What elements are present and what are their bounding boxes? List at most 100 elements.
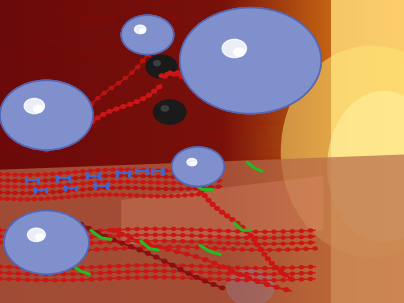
Circle shape	[194, 83, 199, 87]
Circle shape	[90, 102, 94, 105]
Circle shape	[156, 245, 160, 249]
Circle shape	[239, 109, 244, 113]
Circle shape	[6, 185, 10, 188]
Circle shape	[189, 169, 206, 182]
Circle shape	[202, 194, 207, 198]
Circle shape	[171, 181, 175, 185]
Circle shape	[25, 278, 29, 281]
Circle shape	[135, 25, 146, 34]
Circle shape	[51, 185, 55, 188]
Circle shape	[81, 188, 85, 191]
Circle shape	[28, 179, 32, 182]
Circle shape	[39, 110, 62, 127]
Ellipse shape	[75, 120, 109, 128]
Circle shape	[162, 259, 167, 263]
Circle shape	[236, 236, 240, 239]
Ellipse shape	[181, 123, 199, 130]
Circle shape	[172, 234, 176, 237]
Circle shape	[141, 97, 145, 101]
Circle shape	[299, 229, 303, 232]
Circle shape	[66, 171, 70, 174]
Circle shape	[152, 89, 157, 93]
Circle shape	[244, 236, 248, 239]
Circle shape	[231, 248, 235, 251]
Circle shape	[126, 174, 130, 177]
Circle shape	[236, 278, 240, 281]
Circle shape	[165, 72, 170, 76]
Circle shape	[12, 198, 16, 201]
Circle shape	[118, 168, 122, 171]
Ellipse shape	[198, 132, 218, 135]
Circle shape	[162, 239, 166, 242]
Circle shape	[209, 174, 213, 177]
Ellipse shape	[246, 11, 267, 20]
Circle shape	[51, 191, 55, 194]
Circle shape	[4, 211, 89, 274]
Circle shape	[272, 230, 276, 233]
Circle shape	[309, 229, 313, 232]
Circle shape	[144, 276, 148, 279]
Circle shape	[99, 271, 103, 275]
Circle shape	[40, 237, 61, 253]
Circle shape	[71, 230, 75, 233]
Circle shape	[172, 147, 224, 186]
Circle shape	[80, 242, 84, 245]
Circle shape	[36, 173, 40, 176]
Circle shape	[208, 241, 212, 244]
Circle shape	[254, 273, 258, 276]
Circle shape	[85, 124, 90, 128]
Circle shape	[34, 266, 38, 269]
Circle shape	[62, 267, 66, 270]
Circle shape	[128, 194, 132, 197]
Circle shape	[65, 133, 69, 136]
Circle shape	[137, 239, 142, 243]
Ellipse shape	[34, 129, 45, 138]
Circle shape	[43, 173, 47, 176]
Circle shape	[199, 241, 203, 244]
Circle shape	[213, 247, 217, 250]
Circle shape	[126, 270, 130, 273]
Circle shape	[244, 111, 248, 114]
Circle shape	[149, 246, 154, 249]
Circle shape	[164, 175, 168, 178]
Circle shape	[109, 86, 114, 89]
Circle shape	[7, 229, 11, 232]
Circle shape	[136, 26, 162, 46]
Circle shape	[272, 279, 276, 282]
Circle shape	[73, 195, 77, 198]
Circle shape	[53, 230, 57, 233]
Circle shape	[88, 181, 93, 185]
Circle shape	[143, 32, 156, 42]
Circle shape	[107, 235, 112, 238]
Circle shape	[199, 265, 203, 268]
Circle shape	[21, 185, 25, 188]
Circle shape	[13, 179, 17, 182]
Ellipse shape	[218, 148, 239, 151]
Ellipse shape	[232, 102, 272, 108]
Circle shape	[71, 242, 75, 245]
Circle shape	[259, 248, 263, 251]
Ellipse shape	[281, 45, 404, 258]
Circle shape	[111, 174, 115, 177]
Circle shape	[229, 269, 234, 272]
Circle shape	[28, 191, 32, 195]
Ellipse shape	[217, 91, 246, 94]
Circle shape	[44, 242, 48, 245]
Circle shape	[187, 158, 197, 166]
Circle shape	[175, 250, 180, 253]
Circle shape	[208, 277, 212, 280]
Circle shape	[172, 240, 176, 243]
Circle shape	[77, 248, 81, 251]
Circle shape	[13, 173, 17, 176]
Circle shape	[66, 183, 70, 186]
Circle shape	[154, 61, 160, 66]
Circle shape	[199, 271, 203, 274]
Circle shape	[103, 235, 107, 238]
Circle shape	[157, 85, 162, 89]
Circle shape	[135, 228, 139, 231]
Circle shape	[162, 264, 166, 267]
Ellipse shape	[228, 34, 243, 37]
Circle shape	[4, 211, 89, 274]
Circle shape	[141, 59, 145, 62]
Circle shape	[265, 257, 270, 261]
